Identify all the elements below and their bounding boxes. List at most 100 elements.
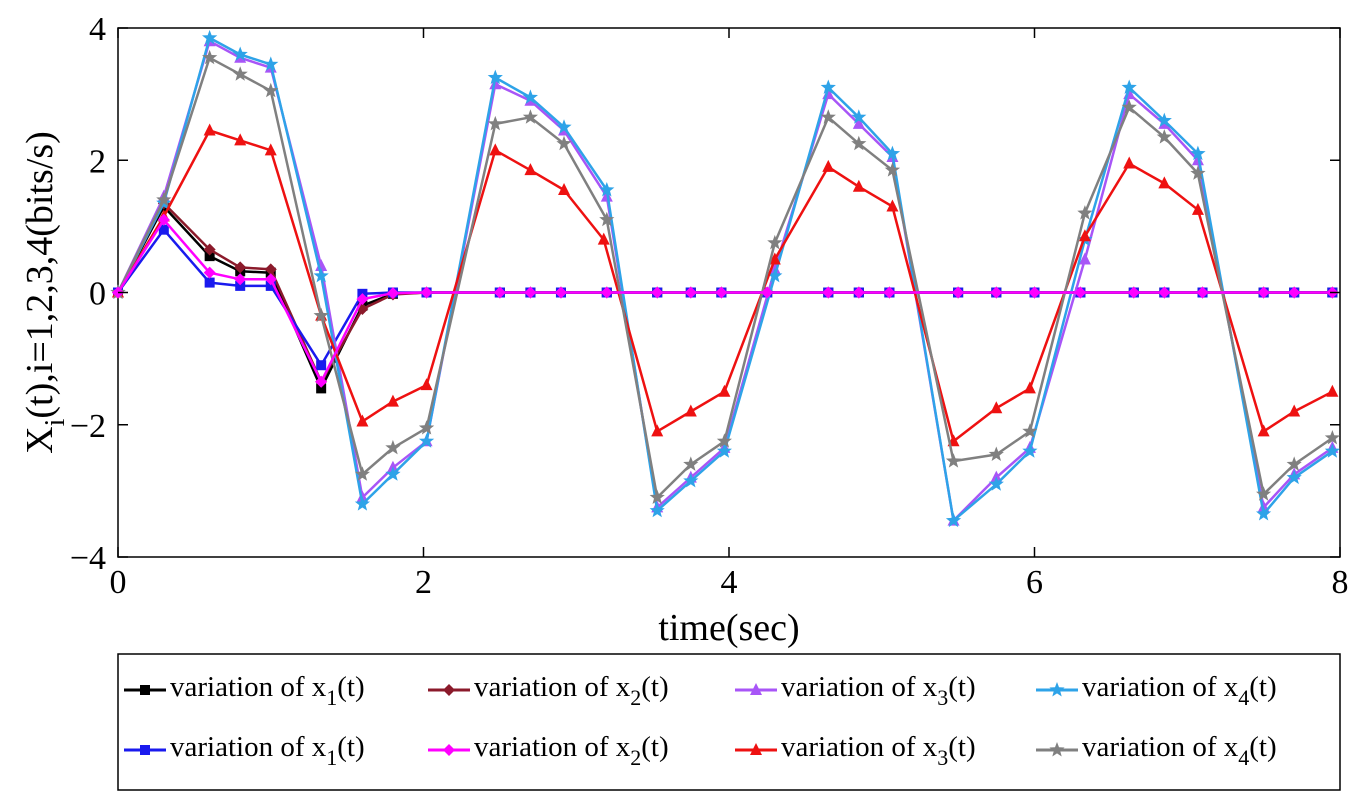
data-point xyxy=(649,502,665,518)
data-point xyxy=(263,82,279,98)
data-point xyxy=(1324,443,1340,458)
data-point xyxy=(852,179,865,192)
x-tick-label: 8 xyxy=(1332,564,1349,601)
legend-item: variation of x3(t) xyxy=(735,671,976,710)
data-point xyxy=(988,446,1004,461)
data-point xyxy=(851,135,867,151)
data-point xyxy=(235,280,246,291)
data-point xyxy=(158,224,169,235)
data-point xyxy=(651,286,664,299)
y-tick-label: −2 xyxy=(70,408,106,445)
y-axis-label: Xi(t),i=1,2,3,4(bits/s) xyxy=(19,131,71,454)
data-point xyxy=(1158,176,1171,189)
data-point xyxy=(204,277,215,288)
data-point xyxy=(418,433,435,448)
data-point xyxy=(851,109,867,124)
data-point xyxy=(264,273,277,286)
data-point xyxy=(1158,286,1171,299)
data-point xyxy=(649,489,665,504)
data-point xyxy=(884,162,901,177)
data-point xyxy=(820,109,836,124)
data-point xyxy=(945,453,962,468)
data-point xyxy=(600,286,613,299)
data-point xyxy=(1022,423,1038,438)
data-point xyxy=(1156,129,1172,144)
y-tick-label: 4 xyxy=(89,11,106,48)
data-point xyxy=(884,145,901,161)
data-point xyxy=(356,293,369,306)
legend-label: variation of x3(t) xyxy=(781,731,976,770)
data-point xyxy=(1121,99,1137,114)
legend: variation of x1(t) variation of x2(t) vari… xyxy=(117,653,1341,791)
data-point xyxy=(1078,252,1091,265)
data-point xyxy=(522,109,538,124)
data-point xyxy=(316,383,327,394)
x-tick-label: 0 xyxy=(110,564,127,601)
data-point xyxy=(1127,286,1140,299)
data-point xyxy=(264,143,277,156)
data-point xyxy=(202,29,218,45)
data-point xyxy=(443,744,455,756)
x-tick-label: 6 xyxy=(1026,564,1043,601)
data-point xyxy=(1256,486,1272,501)
legend-label: variation of x2(t) xyxy=(474,731,669,770)
data-point xyxy=(1286,456,1302,471)
data-point xyxy=(1324,430,1340,445)
data-point xyxy=(558,183,571,196)
legend-label: variation of x3(t) xyxy=(781,671,976,710)
data-point xyxy=(420,286,433,299)
data-point xyxy=(684,404,697,417)
data-point xyxy=(852,286,865,299)
data-point xyxy=(651,424,664,437)
data-point xyxy=(1078,229,1091,242)
series-line xyxy=(116,56,1334,499)
data-point xyxy=(716,443,732,458)
data-point xyxy=(1288,286,1301,299)
legend-label: variation of x2(t) xyxy=(474,671,669,710)
y-tick-label: −4 xyxy=(70,540,106,577)
data-point xyxy=(1257,424,1270,437)
data-point xyxy=(1123,156,1136,169)
data-point xyxy=(715,286,728,299)
data-point xyxy=(157,213,170,226)
data-point xyxy=(599,182,615,197)
data-point xyxy=(234,133,247,146)
y-tick-label: 0 xyxy=(89,276,106,313)
axes-layer: 0 2 4 6 8 −4 −2 0 2 4 xyxy=(70,11,1349,601)
data-point xyxy=(683,473,699,488)
data-point xyxy=(952,286,965,299)
data-point xyxy=(1049,682,1065,697)
data-point xyxy=(385,439,401,455)
data-point xyxy=(487,69,503,85)
data-point xyxy=(1077,205,1093,220)
x-tick-label: 2 xyxy=(415,564,432,601)
legend-item: variation of x2(t) xyxy=(428,731,669,770)
legend-label: variation of x4(t) xyxy=(1082,671,1277,710)
data-point xyxy=(420,378,433,391)
data-point xyxy=(767,268,783,283)
data-point xyxy=(1196,286,1209,299)
data-point xyxy=(204,251,215,262)
data-point xyxy=(522,89,538,104)
data-point xyxy=(988,476,1004,491)
data-point xyxy=(716,433,732,448)
data-point xyxy=(386,394,399,407)
data-point xyxy=(1121,79,1137,94)
data-point xyxy=(1190,165,1206,180)
data-point xyxy=(313,307,329,323)
legend-item: variation of x4(t) xyxy=(1036,731,1277,770)
data-point xyxy=(1074,286,1087,299)
data-point xyxy=(1023,381,1036,394)
data-point xyxy=(234,261,247,274)
data-point xyxy=(750,743,762,755)
x-axis-label: time(sec) xyxy=(658,607,799,649)
data-point xyxy=(354,496,370,511)
data-point xyxy=(232,46,248,61)
series-line xyxy=(116,36,1334,522)
data-point xyxy=(683,456,699,471)
data-point xyxy=(886,199,899,212)
data-point xyxy=(202,49,218,65)
data-point xyxy=(1257,286,1270,299)
data-point xyxy=(493,286,506,299)
